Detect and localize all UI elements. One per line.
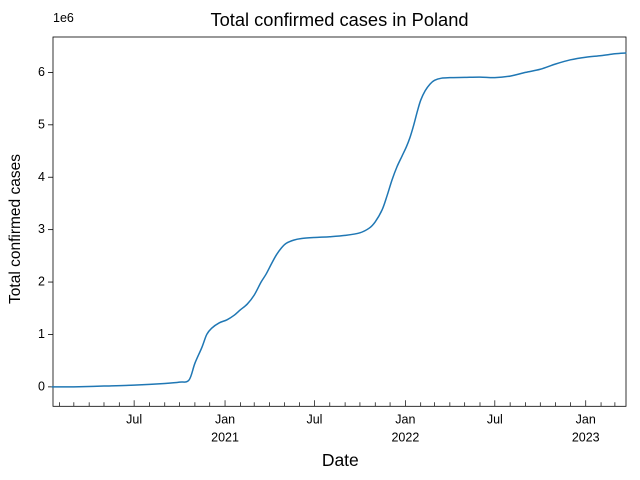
svg-text:2021: 2021 bbox=[211, 431, 239, 445]
svg-text:2022: 2022 bbox=[391, 431, 419, 445]
svg-text:1: 1 bbox=[38, 327, 45, 341]
svg-text:1e6: 1e6 bbox=[53, 11, 74, 25]
svg-text:4: 4 bbox=[38, 170, 45, 184]
svg-text:Jul: Jul bbox=[487, 413, 503, 427]
svg-text:Total confirmed cases: Total confirmed cases bbox=[7, 154, 24, 304]
svg-text:Jan: Jan bbox=[576, 413, 596, 427]
svg-text:2: 2 bbox=[38, 275, 45, 289]
svg-text:Jul: Jul bbox=[126, 413, 142, 427]
svg-text:0: 0 bbox=[38, 379, 45, 393]
svg-text:5: 5 bbox=[38, 117, 45, 131]
svg-text:Date: Date bbox=[322, 450, 359, 470]
svg-text:2023: 2023 bbox=[572, 431, 600, 445]
svg-text:Jan: Jan bbox=[395, 413, 415, 427]
svg-text:6: 6 bbox=[38, 65, 45, 79]
svg-text:Jul: Jul bbox=[306, 413, 322, 427]
svg-text:Jan: Jan bbox=[215, 413, 235, 427]
svg-text:3: 3 bbox=[38, 222, 45, 236]
svg-text:Total confirmed cases in Polan: Total confirmed cases in Poland bbox=[210, 9, 468, 30]
